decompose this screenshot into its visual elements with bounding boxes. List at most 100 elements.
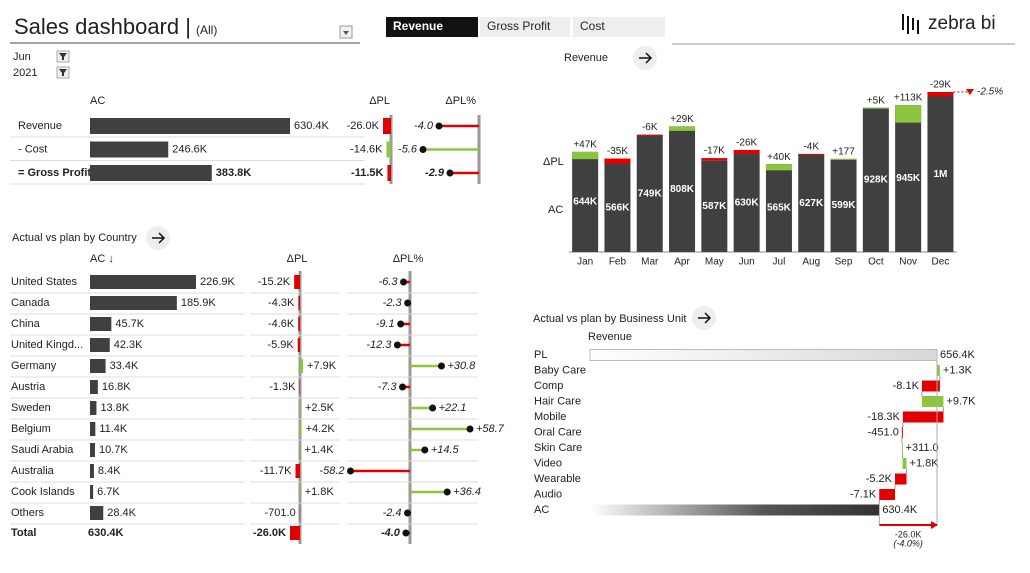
row-label: Australia xyxy=(11,465,55,477)
variance-bar xyxy=(290,526,300,540)
variance-label: -5.9K xyxy=(267,339,294,351)
ac-column xyxy=(636,135,663,252)
variance-segment xyxy=(765,164,792,171)
ac-label: 630K xyxy=(735,198,760,209)
ac-column xyxy=(604,163,631,252)
variance-dot xyxy=(399,383,407,391)
ac-column xyxy=(798,154,825,252)
nav-arrow xyxy=(639,52,653,64)
ac-label: 246.6K xyxy=(172,143,208,155)
tab-label: Gross Profit xyxy=(487,19,551,33)
ac-bar xyxy=(90,359,106,373)
row-label: Skin Care xyxy=(534,442,582,454)
funnel xyxy=(59,69,67,76)
variance-pct-label: +36.4 xyxy=(453,486,481,498)
row-label: Oral Care xyxy=(534,426,582,438)
row-label: United Kingd... xyxy=(11,339,83,351)
x-tick-label: Dec xyxy=(932,257,950,268)
variance-segment xyxy=(701,158,728,161)
tab-active[interactable] xyxy=(386,17,478,37)
variance-bar xyxy=(300,359,304,373)
variance-dot xyxy=(446,169,454,177)
ac-label: 599K xyxy=(832,200,857,211)
ac-label: 1M xyxy=(933,169,947,180)
value-label: -7.1K xyxy=(850,488,877,500)
variance-pct-label: -2.4 xyxy=(383,507,402,519)
tab[interactable] xyxy=(573,17,665,37)
variance-bar xyxy=(300,401,301,415)
variance-label: -1.3K xyxy=(269,381,296,393)
variance-dot xyxy=(466,425,474,433)
variance-segment xyxy=(862,107,889,109)
ac-bar xyxy=(90,317,112,331)
variance-label: +47K xyxy=(573,140,597,151)
x-tick-label: Jan xyxy=(577,257,593,268)
ac-bar xyxy=(90,338,110,352)
variance-label: -6K xyxy=(642,122,658,133)
filter-value: (All) xyxy=(196,23,217,37)
column-header: AC ↓ xyxy=(90,253,114,265)
row-label: Belgium xyxy=(11,423,51,435)
subtitle: Revenue xyxy=(588,331,632,343)
delta-bar xyxy=(879,489,895,500)
ac-column xyxy=(830,158,857,252)
delta-bar xyxy=(902,411,944,423)
delta-bar xyxy=(921,380,940,392)
x-tick-label: Mar xyxy=(641,257,659,268)
ac-label: 33.4K xyxy=(110,360,139,372)
variance-bar xyxy=(298,317,300,331)
x-tick-label: Oct xyxy=(868,257,884,268)
x-tick-label: Sep xyxy=(835,257,853,268)
ac-bar xyxy=(90,380,98,394)
variance-label: +2.5K xyxy=(305,402,335,414)
variance-label: +113K xyxy=(894,93,923,104)
variance-dot xyxy=(435,122,443,130)
delta-bar xyxy=(901,427,903,438)
ac-bar xyxy=(90,401,97,415)
total-variance-arrow xyxy=(931,521,939,529)
variance-pct-label: +14.5 xyxy=(431,444,460,456)
ac-label: 11.4K xyxy=(99,423,128,435)
variance-label: +1.8K xyxy=(305,486,335,498)
ac-bar xyxy=(90,296,177,310)
variance-pct-label: +58.7 xyxy=(476,423,505,435)
variance-label: +40K xyxy=(767,152,791,163)
dropdown-icon xyxy=(343,31,349,35)
delta-bar xyxy=(902,458,907,469)
x-tick-label: Apr xyxy=(674,257,690,268)
variance-label: -4K xyxy=(803,142,819,153)
ac-label: 42.3K xyxy=(114,339,143,351)
variance-label: -11.7K xyxy=(260,465,292,477)
value-label: 630.4K xyxy=(882,504,918,516)
x-tick-label: Aug xyxy=(802,257,820,268)
variance-dot xyxy=(443,488,451,496)
nav-arrow xyxy=(152,232,166,244)
variance-label: -26.0K xyxy=(347,120,380,132)
ac-label: 566K xyxy=(605,203,630,214)
variance-pct-label: -5.6 xyxy=(398,143,418,155)
variance-pct-label: -4.0 xyxy=(381,527,401,539)
value-label: +311.0 xyxy=(906,442,939,454)
row-label: Mobile xyxy=(534,411,566,423)
total-variance-pct: (-4.0%) xyxy=(893,538,923,548)
ac-label: 749K xyxy=(638,188,663,199)
variance-dot xyxy=(347,467,355,475)
variance-segment xyxy=(733,149,760,155)
variance-bar xyxy=(299,380,300,394)
ac-label: 565K xyxy=(767,203,792,214)
row-label: Wearable xyxy=(534,473,581,485)
ac-label: 945K xyxy=(896,173,921,184)
variance-bar xyxy=(297,338,300,352)
ac-bar xyxy=(90,165,212,181)
variance-label: -701.0 xyxy=(265,507,296,519)
variance-segment xyxy=(636,134,663,136)
variance-dot xyxy=(397,320,405,328)
tab[interactable] xyxy=(480,17,570,37)
variance-bar xyxy=(383,118,391,134)
annotation-marker xyxy=(966,89,974,95)
row-label: Audio xyxy=(534,488,562,500)
row-label: Hair Care xyxy=(534,395,581,407)
ac-label: 13.8K xyxy=(100,402,129,414)
delta-bar xyxy=(894,473,907,485)
ac-bar xyxy=(90,118,290,134)
